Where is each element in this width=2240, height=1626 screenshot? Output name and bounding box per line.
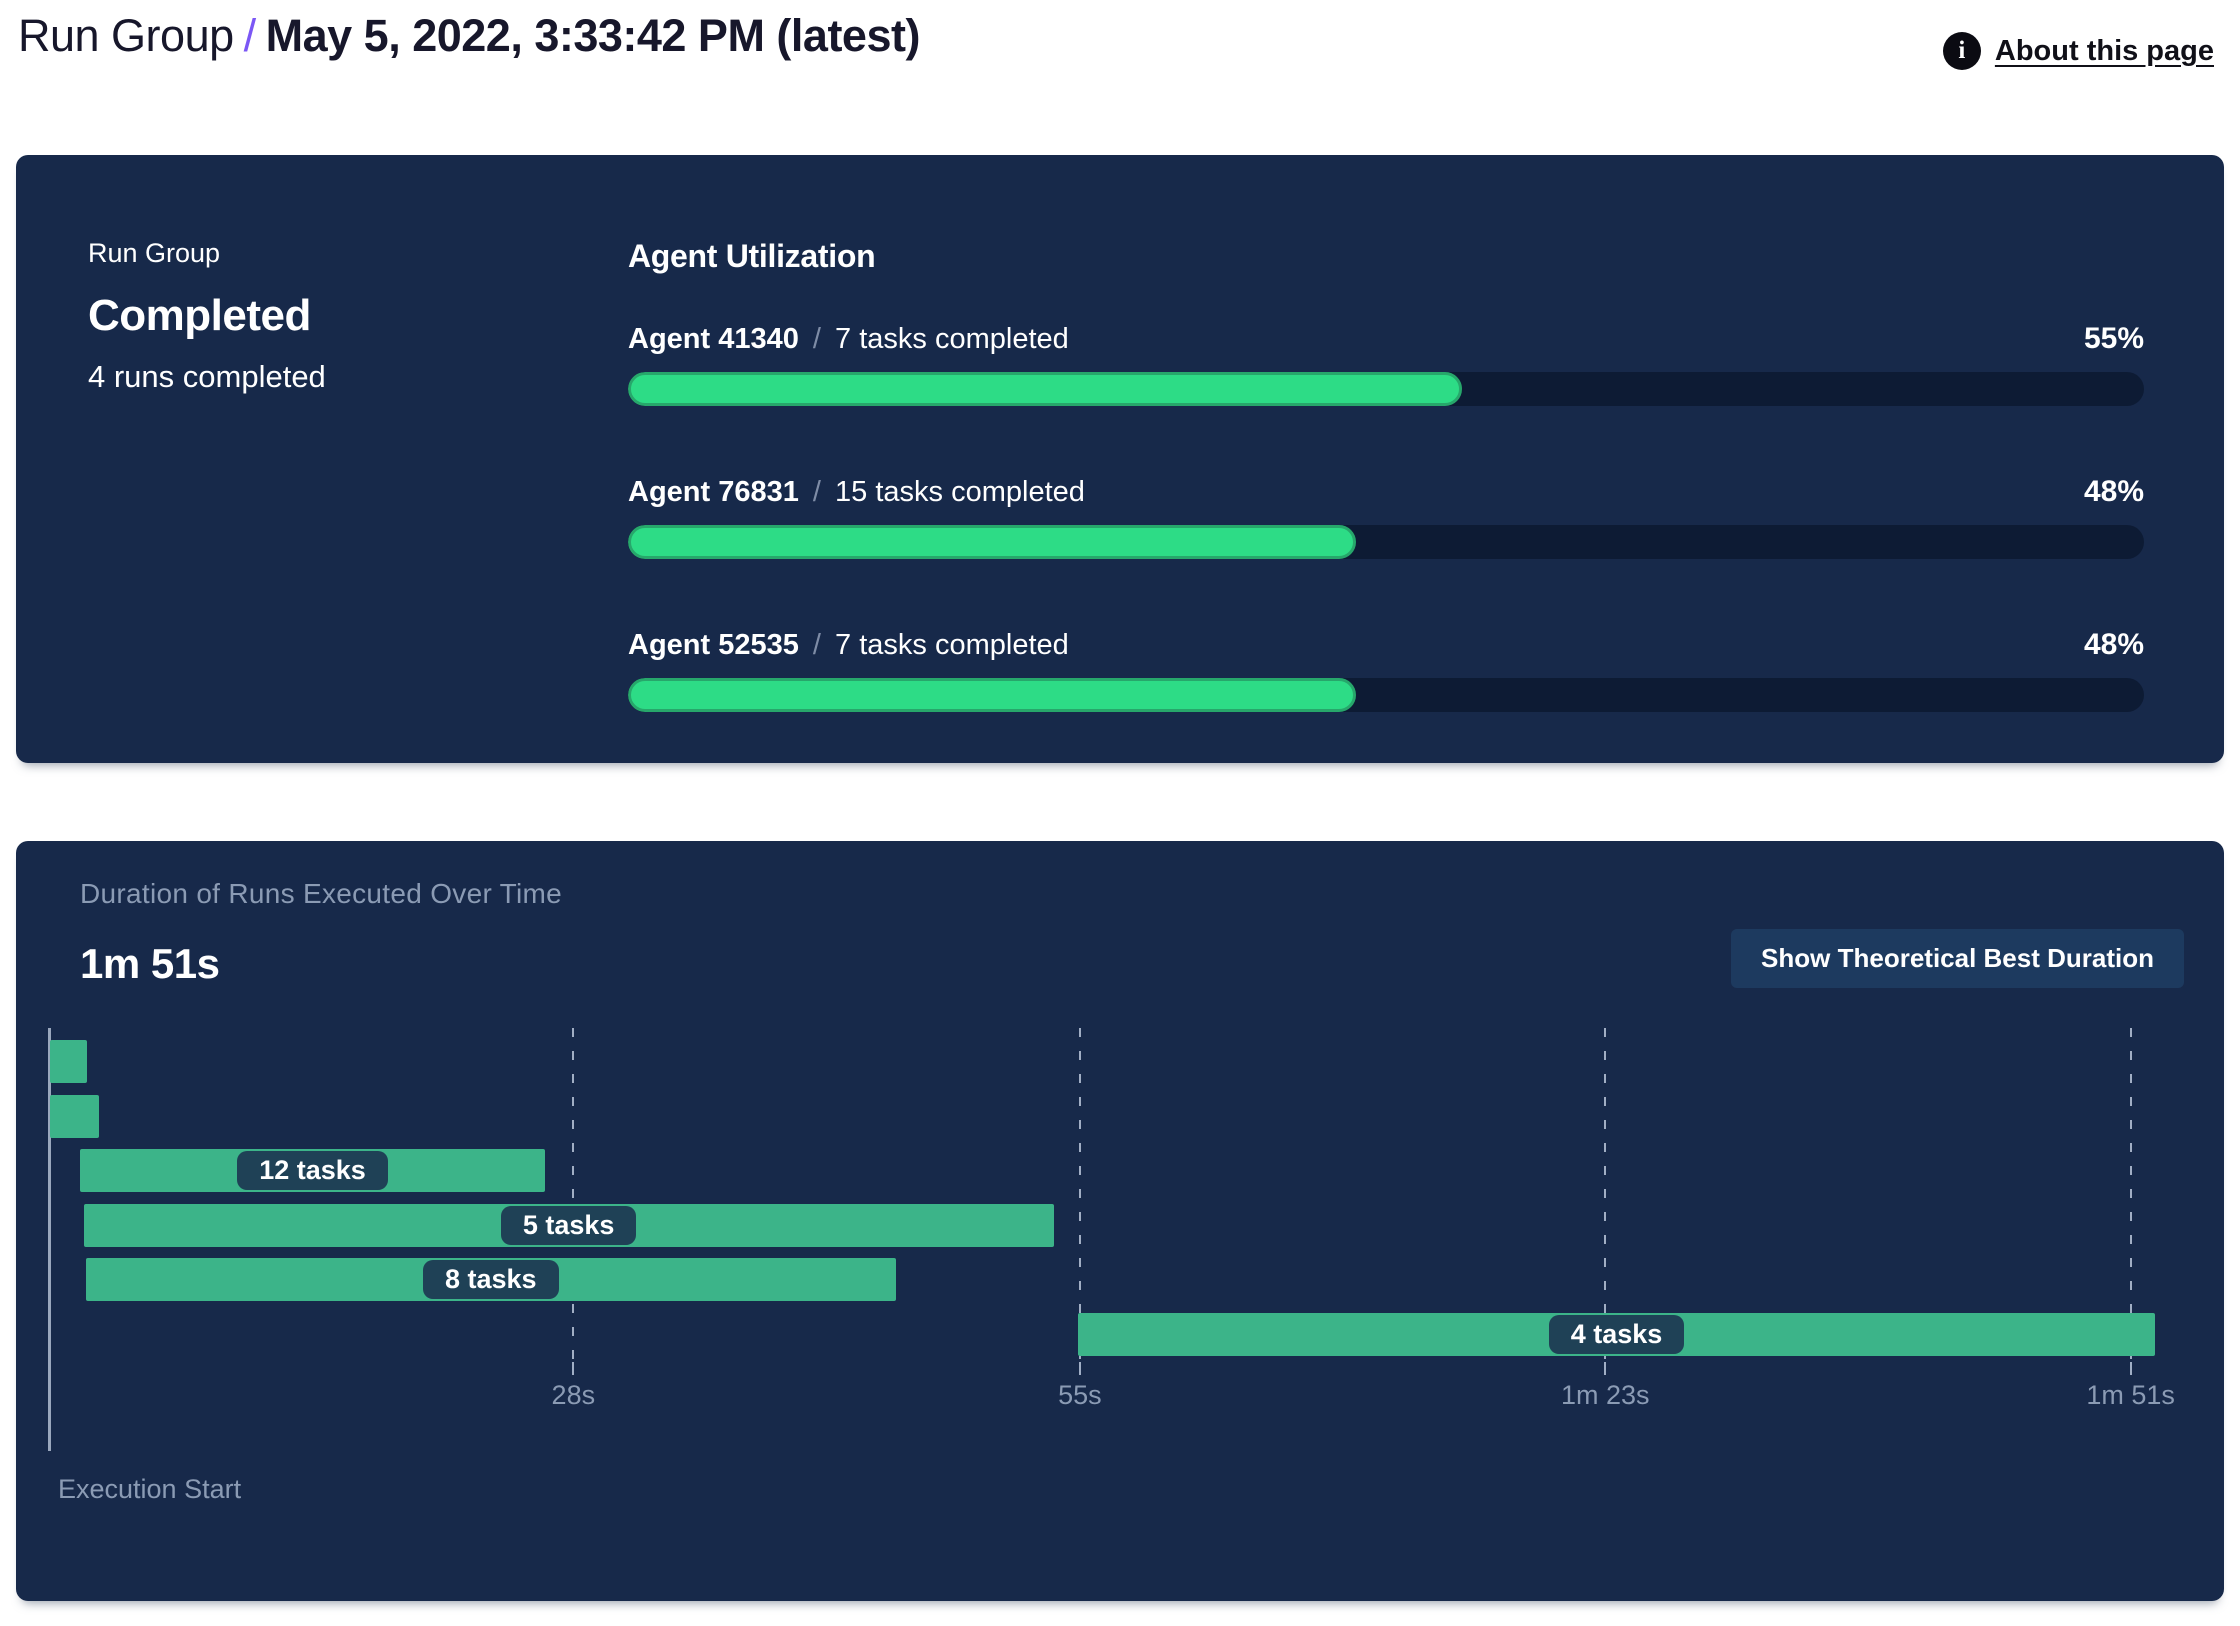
x-axis-tick — [572, 1362, 575, 1375]
task-count-chip: 8 tasks — [422, 1260, 559, 1299]
agent-utilization-percent: 48% — [2083, 628, 2144, 661]
x-axis-label: Execution Start — [58, 1474, 242, 1504]
breadcrumb-run-group[interactable]: Run Group — [18, 10, 234, 61]
agent-utilization-row: Agent 52535 / 7 tasks completed 48% — [628, 627, 2144, 712]
about-this-page-link[interactable]: i About this page — [1942, 32, 2214, 70]
run-duration-bar[interactable]: 5 tasks — [83, 1203, 1054, 1247]
summary-panel: Run Group Completed 4 runs completed Age… — [16, 155, 2224, 763]
info-icon: i — [1942, 32, 1981, 70]
run-group-detail: 4 runs completed — [88, 359, 326, 394]
page-title-date: May 5, 2022, 3:33:42 PM (latest) — [265, 10, 921, 61]
show-theoretical-best-duration-button[interactable]: Show Theoretical Best Duration — [1731, 929, 2184, 988]
gantt-gridline — [572, 1028, 575, 1364]
run-group-label: Run Group — [88, 238, 221, 268]
agent-progress-fill — [628, 525, 1356, 559]
duration-header: Duration of Runs Executed Over Time 1m 5… — [80, 878, 2184, 988]
total-duration-value: 1m 51s — [80, 940, 220, 987]
agent-tasks-completed: 15 tasks completed — [835, 476, 1085, 508]
duration-panel: Duration of Runs Executed Over Time 1m 5… — [16, 841, 2224, 1601]
about-this-page-label: About this page — [1994, 34, 2214, 67]
agent-name: Agent 76831 — [628, 476, 799, 508]
run-group-status-card: Run Group Completed 4 runs completed — [88, 238, 628, 712]
agent-name: Agent 52535 — [628, 629, 799, 661]
agent-utilization-row: Agent 41340 / 7 tasks completed 55% — [628, 321, 2144, 406]
x-axis-tick — [1604, 1362, 1607, 1375]
x-axis-tick-label: 28s — [551, 1380, 596, 1410]
agent-tasks-completed: 7 tasks completed — [835, 629, 1069, 661]
agent-utilization-row: Agent 76831 / 15 tasks completed 48% — [628, 474, 2144, 559]
run-duration-bar[interactable] — [49, 1094, 99, 1138]
agent-progress-track — [628, 525, 2144, 559]
gantt-gridline — [2129, 1028, 2132, 1364]
gantt-gridline — [1604, 1028, 1607, 1364]
task-count-chip: 12 tasks — [237, 1151, 388, 1190]
run-duration-bar[interactable]: 12 tasks — [79, 1149, 546, 1192]
x-axis-tick-label: 1m 23s — [1560, 1380, 1650, 1410]
task-count-chip: 5 tasks — [500, 1205, 637, 1245]
agent-separator: / — [804, 323, 830, 355]
agent-name: Agent 41340 — [628, 323, 799, 355]
x-axis-tick-label: 1m 51s — [2086, 1380, 2175, 1410]
agent-progress-fill — [628, 678, 1356, 712]
gantt-plot: Execution Start 28s 55s 1m 23s 1m 51s 12 tas… — [48, 1028, 2175, 1504]
agent-utilization-section: Agent Utilization Agent 41340 / 7 tasks … — [628, 238, 2144, 712]
agent-progress-track — [628, 678, 2144, 712]
agent-utilization-percent: 48% — [2083, 475, 2144, 508]
agent-utilization-title: Agent Utilization — [628, 238, 876, 274]
agent-utilization-percent: 55% — [2083, 322, 2144, 355]
run-group-status: Completed — [88, 291, 311, 340]
breadcrumb-separator: / — [243, 10, 257, 61]
x-axis-tick-label: 55s — [1058, 1380, 1102, 1410]
agent-progress-track — [628, 372, 2144, 406]
run-duration-bar[interactable]: 8 tasks — [85, 1258, 897, 1301]
x-axis-tick — [2129, 1362, 2132, 1375]
run-duration-bar[interactable] — [49, 1040, 88, 1083]
agent-tasks-completed: 7 tasks completed — [835, 323, 1069, 355]
task-count-chip: 4 tasks — [1548, 1314, 1685, 1354]
page-title: Run Group / May 5, 2022, 3:33:42 PM (lates… — [18, 8, 920, 64]
agent-rows: Agent 41340 / 7 tasks completed 55% Agen… — [628, 321, 2144, 712]
agent-progress-fill — [628, 372, 1462, 406]
execution-start-axis-line — [48, 1028, 51, 1451]
duration-chart-title: Duration of Runs Executed Over Time — [80, 878, 563, 909]
agent-separator: / — [804, 476, 830, 508]
x-axis-tick — [1078, 1362, 1081, 1375]
run-duration-bar[interactable]: 4 tasks — [1078, 1312, 2155, 1356]
agent-separator: / — [804, 629, 830, 661]
page-header: Run Group / May 5, 2022, 3:33:42 PM (lates… — [0, 0, 2240, 70]
gantt-gridline — [1078, 1028, 1081, 1364]
